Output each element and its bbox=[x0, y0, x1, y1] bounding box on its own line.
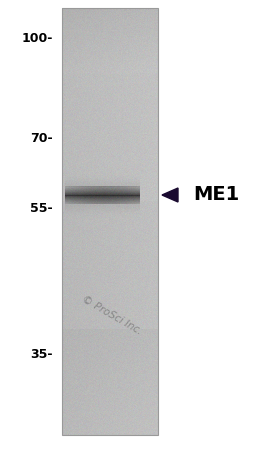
Text: ME1: ME1 bbox=[193, 185, 239, 204]
Bar bbox=[62, 8, 158, 435]
Polygon shape bbox=[162, 188, 178, 202]
Text: 55-: 55- bbox=[30, 202, 53, 215]
Text: © ProSci Inc.: © ProSci Inc. bbox=[80, 294, 144, 336]
Text: 70-: 70- bbox=[30, 132, 53, 145]
Text: 100-: 100- bbox=[22, 31, 53, 44]
Text: 35-: 35- bbox=[30, 348, 53, 361]
